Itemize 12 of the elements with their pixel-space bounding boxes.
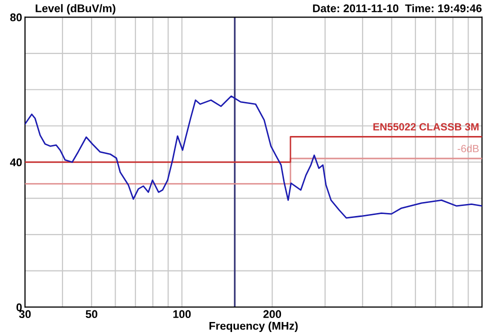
y-axis-title: Level (dBuV/m)	[36, 4, 116, 14]
y-tick-label: 80	[10, 13, 22, 22]
x-tick-label: 50	[86, 310, 98, 318]
x-tick-label: 30	[19, 310, 31, 318]
series-label: -6dB	[458, 144, 479, 152]
y-tick-label: 0	[16, 303, 22, 312]
y-tick-label: 40	[10, 158, 22, 166]
x-axis-title: Frequency (MHz)	[209, 322, 298, 332]
text: Date: 2011-11-10 Time: 19:49:46	[313, 4, 482, 12]
x-tick-label: 200	[263, 310, 282, 318]
series-label: EN55022 CLASSB 3M	[373, 123, 479, 131]
x-tick-label: 100	[173, 310, 191, 318]
